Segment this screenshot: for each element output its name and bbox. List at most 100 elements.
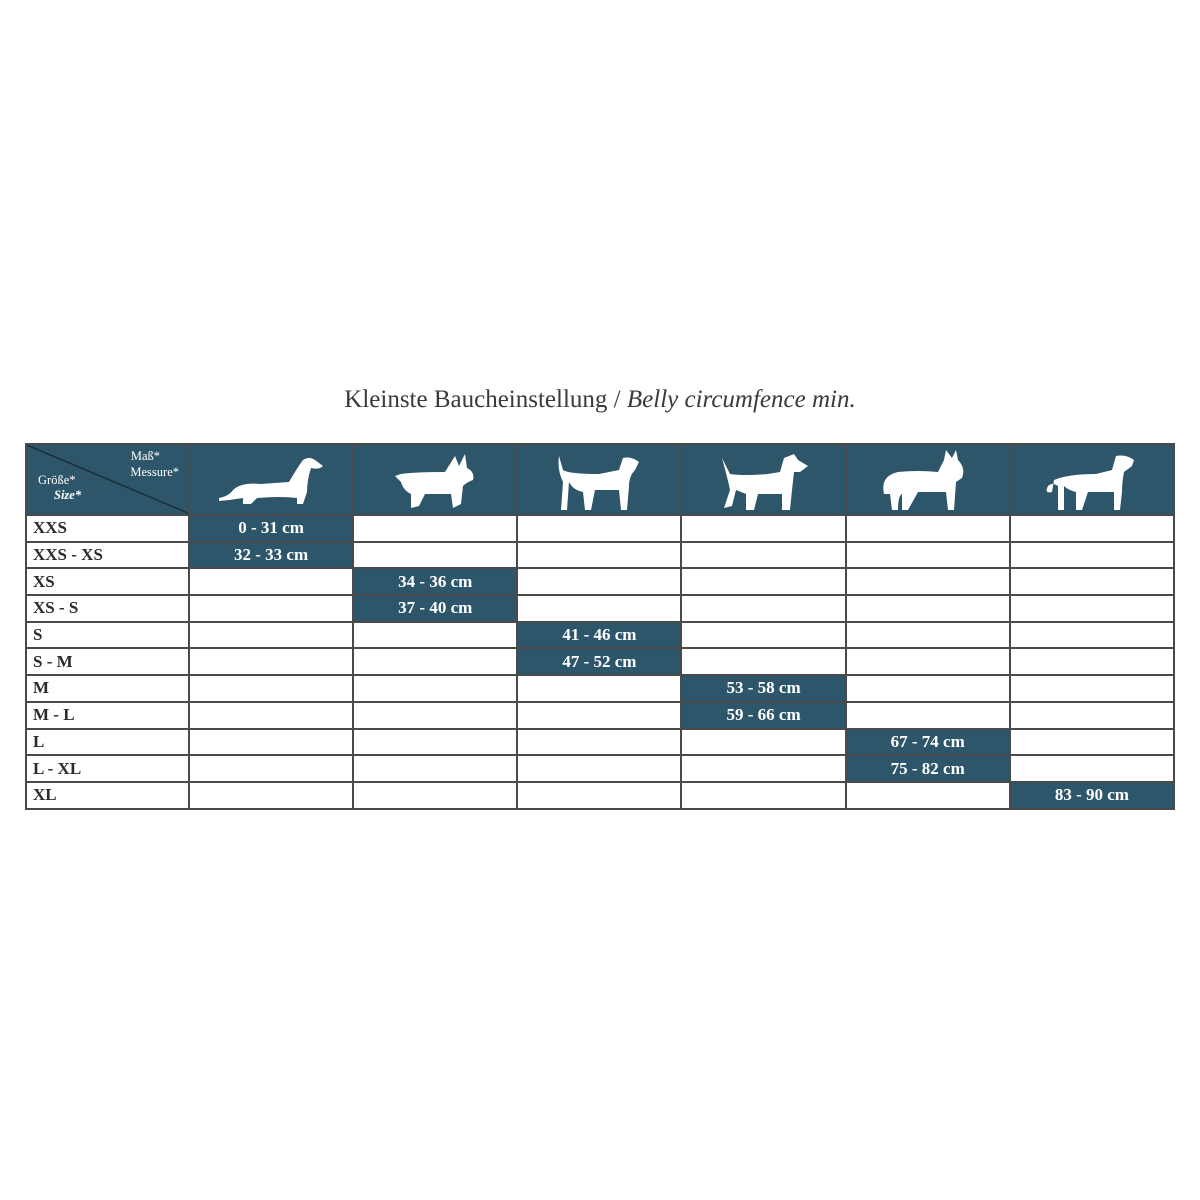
empty-cell	[516, 727, 683, 757]
empty-cell	[187, 567, 355, 597]
table-row: S - M 47 - 52 cm	[25, 647, 1176, 677]
empty-cell	[680, 594, 847, 623]
size-table: Maß* Messure* Größe* Size* XXS 0 - 31 cm X…	[25, 443, 1176, 810]
empty-cell	[1008, 594, 1176, 623]
empty-cell	[1008, 620, 1176, 650]
empty-cell	[352, 754, 519, 783]
empty-cell	[187, 594, 355, 623]
measure-value: 53 - 58 cm	[680, 674, 847, 703]
empty-cell	[844, 647, 1011, 677]
table-row: L 67 - 74 cm	[25, 727, 1176, 757]
empty-cell	[516, 567, 683, 597]
empty-cell	[352, 620, 519, 650]
size-label: M	[25, 674, 190, 703]
empty-cell	[352, 674, 519, 703]
empty-cell	[680, 540, 847, 570]
header-row: Maß* Messure* Größe* Size*	[25, 443, 1176, 516]
empty-cell	[844, 540, 1011, 570]
size-label: XL	[25, 780, 190, 810]
table-row: M - L 59 - 66 cm	[25, 700, 1176, 730]
empty-cell	[680, 727, 847, 757]
title-de: Kleinste Baucheinstellung /	[344, 386, 621, 413]
size-label: L - XL	[25, 754, 190, 783]
empty-cell	[844, 514, 1011, 543]
diagonal-divider	[28, 446, 187, 513]
empty-cell	[1008, 700, 1176, 730]
empty-cell	[844, 700, 1011, 730]
empty-cell	[352, 540, 519, 570]
measure-value: 59 - 66 cm	[680, 700, 847, 730]
empty-cell	[844, 567, 1011, 597]
table-row: XS - S 37 - 40 cm	[25, 594, 1176, 623]
table-row: L - XL 75 - 82 cm	[25, 754, 1176, 783]
empty-cell	[1008, 647, 1176, 677]
empty-cell	[352, 700, 519, 730]
header-corner: Maß* Messure* Größe* Size*	[25, 443, 190, 516]
measure-label-en: Messure*	[130, 465, 179, 479]
shepherd-icon	[882, 449, 964, 510]
empty-cell	[680, 780, 847, 810]
empty-cell	[680, 567, 847, 597]
large-dog-icon	[1046, 455, 1134, 510]
empty-cell	[680, 514, 847, 543]
measure-value: 83 - 90 cm	[1008, 780, 1176, 810]
empty-cell	[516, 540, 683, 570]
empty-cell	[680, 620, 847, 650]
schnauzer-icon	[721, 453, 808, 510]
empty-cell	[187, 754, 355, 783]
empty-cell	[187, 780, 355, 810]
measure-value: 41 - 46 cm	[516, 620, 683, 650]
size-label: XS	[25, 567, 190, 597]
header-dog-cell	[516, 443, 683, 516]
empty-cell	[844, 594, 1011, 623]
empty-cell	[1008, 674, 1176, 703]
header-dog-cell	[187, 443, 355, 516]
empty-cell	[187, 700, 355, 730]
title-en: Belly circumfence min.	[626, 386, 856, 413]
measure-value: 34 - 36 cm	[352, 567, 519, 597]
table-row: M 53 - 58 cm	[25, 674, 1176, 703]
table-row: XXS 0 - 31 cm	[25, 514, 1176, 543]
header-dog-cell	[1008, 443, 1176, 516]
empty-cell	[516, 754, 683, 783]
empty-cell	[1008, 727, 1176, 757]
measure-value: 0 - 31 cm	[187, 514, 355, 543]
measure-value: 67 - 74 cm	[844, 727, 1011, 757]
size-label: XXS - XS	[25, 540, 190, 570]
chart-title: Kleinste Baucheinstellung / Belly circum…	[0, 386, 1200, 414]
empty-cell	[516, 514, 683, 543]
size-label: L	[25, 727, 190, 757]
size-label: XS - S	[25, 594, 190, 623]
empty-cell	[352, 647, 519, 677]
size-label: XXS	[25, 514, 190, 543]
table-row: XS 34 - 36 cm	[25, 567, 1176, 597]
header-dog-cell	[844, 443, 1011, 516]
measure-value: 37 - 40 cm	[352, 594, 519, 623]
empty-cell	[1008, 540, 1176, 570]
empty-cell	[844, 674, 1011, 703]
header-dog-cell	[352, 443, 519, 516]
empty-cell	[187, 727, 355, 757]
empty-cell	[844, 780, 1011, 810]
terrier-icon	[395, 453, 474, 508]
empty-cell	[187, 647, 355, 677]
medium-dog-icon	[558, 455, 640, 510]
empty-cell	[680, 754, 847, 783]
empty-cell	[516, 594, 683, 623]
empty-cell	[1008, 514, 1176, 543]
empty-cell	[844, 620, 1011, 650]
table-row: XXS - XS 32 - 33 cm	[25, 540, 1176, 570]
empty-cell	[516, 780, 683, 810]
table-row: XL 83 - 90 cm	[25, 780, 1176, 810]
size-label: S	[25, 620, 190, 650]
empty-cell	[352, 727, 519, 757]
empty-cell	[352, 780, 519, 810]
size-label-de: Größe*	[38, 473, 76, 487]
measure-label-de: Maß*	[130, 449, 160, 463]
size-label-en: Size*	[54, 488, 82, 502]
empty-cell	[516, 674, 683, 703]
empty-cell	[352, 514, 519, 543]
empty-cell	[1008, 567, 1176, 597]
header-dog-cell	[680, 443, 847, 516]
empty-cell	[680, 647, 847, 677]
